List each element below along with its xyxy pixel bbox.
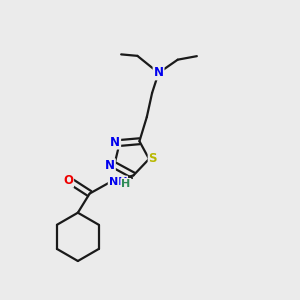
Text: S: S: [148, 152, 157, 166]
Text: O: O: [63, 174, 73, 187]
Text: N: N: [110, 136, 120, 148]
Text: NH: NH: [109, 176, 127, 187]
Text: N: N: [154, 66, 164, 80]
Text: N: N: [105, 159, 115, 172]
Text: H: H: [121, 179, 130, 189]
